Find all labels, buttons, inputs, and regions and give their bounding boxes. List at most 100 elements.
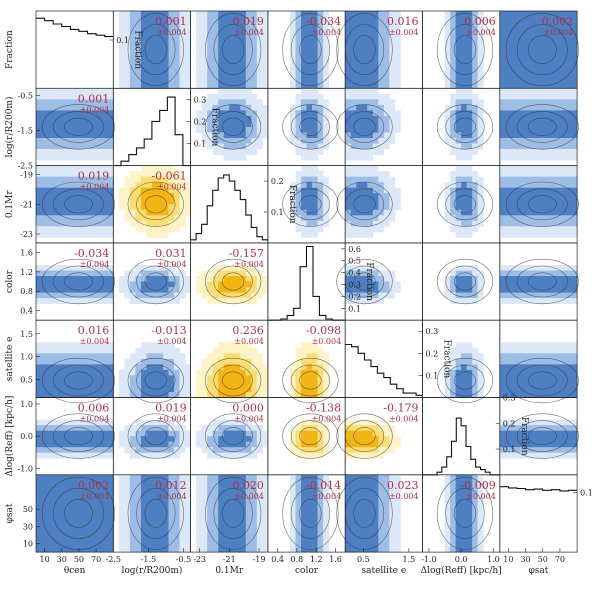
density-bin xyxy=(58,204,65,211)
density-bin xyxy=(91,187,98,194)
density-bin xyxy=(207,49,214,56)
density-bin xyxy=(229,480,236,487)
density-bin xyxy=(312,149,318,155)
density-bin xyxy=(234,66,241,73)
density-bin xyxy=(251,44,258,51)
density-bin xyxy=(538,171,545,178)
density-bin xyxy=(499,276,506,282)
density-bin xyxy=(289,546,296,553)
density-bin xyxy=(560,220,567,227)
density-bin xyxy=(312,231,318,238)
density-bin xyxy=(146,474,153,481)
density-bin xyxy=(527,154,534,161)
density-bin xyxy=(566,11,572,17)
density-bin xyxy=(571,425,578,432)
density-bin xyxy=(367,16,374,23)
density-bin xyxy=(378,441,385,448)
density-bin xyxy=(157,287,164,293)
density-bin xyxy=(323,430,330,437)
density-bin xyxy=(151,292,158,299)
density-bin xyxy=(510,182,517,189)
density-bin xyxy=(306,165,313,172)
density-bin xyxy=(91,176,98,183)
density-bin xyxy=(372,276,379,282)
density-bin xyxy=(102,502,109,509)
density-bin xyxy=(521,353,528,360)
density-bin xyxy=(151,176,158,183)
density-bin xyxy=(52,535,59,542)
density-bin xyxy=(306,44,313,51)
density-bin xyxy=(350,485,357,492)
density-bin xyxy=(461,115,468,122)
density-bin xyxy=(240,82,247,89)
density-bin xyxy=(36,496,42,503)
density-bin xyxy=(538,391,545,398)
density-bin xyxy=(157,353,164,360)
density-bin xyxy=(245,502,252,509)
density-bin xyxy=(47,541,53,547)
density-bin xyxy=(58,369,65,376)
density-bin xyxy=(151,502,158,509)
density-bin xyxy=(91,369,98,376)
density-bin xyxy=(516,369,523,376)
density-bin xyxy=(212,541,219,547)
density-bin xyxy=(47,298,53,305)
density-bin xyxy=(455,71,462,78)
density-bin xyxy=(223,44,230,51)
density-bin xyxy=(174,518,180,525)
density-bin xyxy=(367,38,374,45)
density-bin xyxy=(549,82,556,89)
density-bin xyxy=(527,281,534,288)
density-bin xyxy=(549,49,556,56)
density-bin xyxy=(549,187,556,194)
density-bin xyxy=(201,425,208,432)
density-bin xyxy=(196,49,203,56)
density-bin xyxy=(229,88,236,95)
density-bin xyxy=(499,16,506,23)
histogram-theta_cen xyxy=(36,17,114,38)
density-bin xyxy=(516,220,523,227)
density-bin xyxy=(510,38,517,45)
density-bin xyxy=(323,369,330,376)
density-bin xyxy=(218,502,225,509)
density-bin xyxy=(516,182,523,189)
density-bin xyxy=(229,452,236,459)
density-bin xyxy=(245,541,252,547)
density-bin xyxy=(317,480,324,487)
density-bin xyxy=(466,171,473,178)
density-bin xyxy=(174,176,180,183)
density-bin xyxy=(41,154,48,161)
density-bin xyxy=(135,474,142,481)
density-bin xyxy=(466,231,473,238)
density-bin xyxy=(129,524,136,531)
density-bin xyxy=(289,480,296,487)
density-bin xyxy=(135,524,142,531)
density-bin xyxy=(450,375,457,382)
contour-line xyxy=(222,499,245,528)
density-bin xyxy=(450,115,457,122)
density-bin xyxy=(312,507,318,514)
density-bin xyxy=(157,16,164,23)
density-bin xyxy=(527,276,534,282)
density-bin xyxy=(516,270,523,277)
density-bin xyxy=(96,491,103,498)
density-bin xyxy=(301,38,307,45)
density-bin xyxy=(229,474,236,481)
density-bin xyxy=(383,71,390,78)
density-bin xyxy=(174,171,180,178)
density-bin xyxy=(146,518,153,525)
density-bin xyxy=(345,518,352,525)
density-bin xyxy=(151,198,158,205)
density-bin xyxy=(91,447,98,454)
density-bin xyxy=(74,518,81,525)
density-bin xyxy=(477,143,484,150)
density-bin xyxy=(549,226,556,233)
density-bin xyxy=(245,342,252,349)
density-bin xyxy=(218,143,225,150)
density-bin xyxy=(538,99,545,106)
density-bin xyxy=(107,391,114,398)
density-bin xyxy=(185,16,191,23)
density-bin xyxy=(317,22,324,28)
density-bin xyxy=(383,209,390,216)
density-bin xyxy=(91,298,98,305)
